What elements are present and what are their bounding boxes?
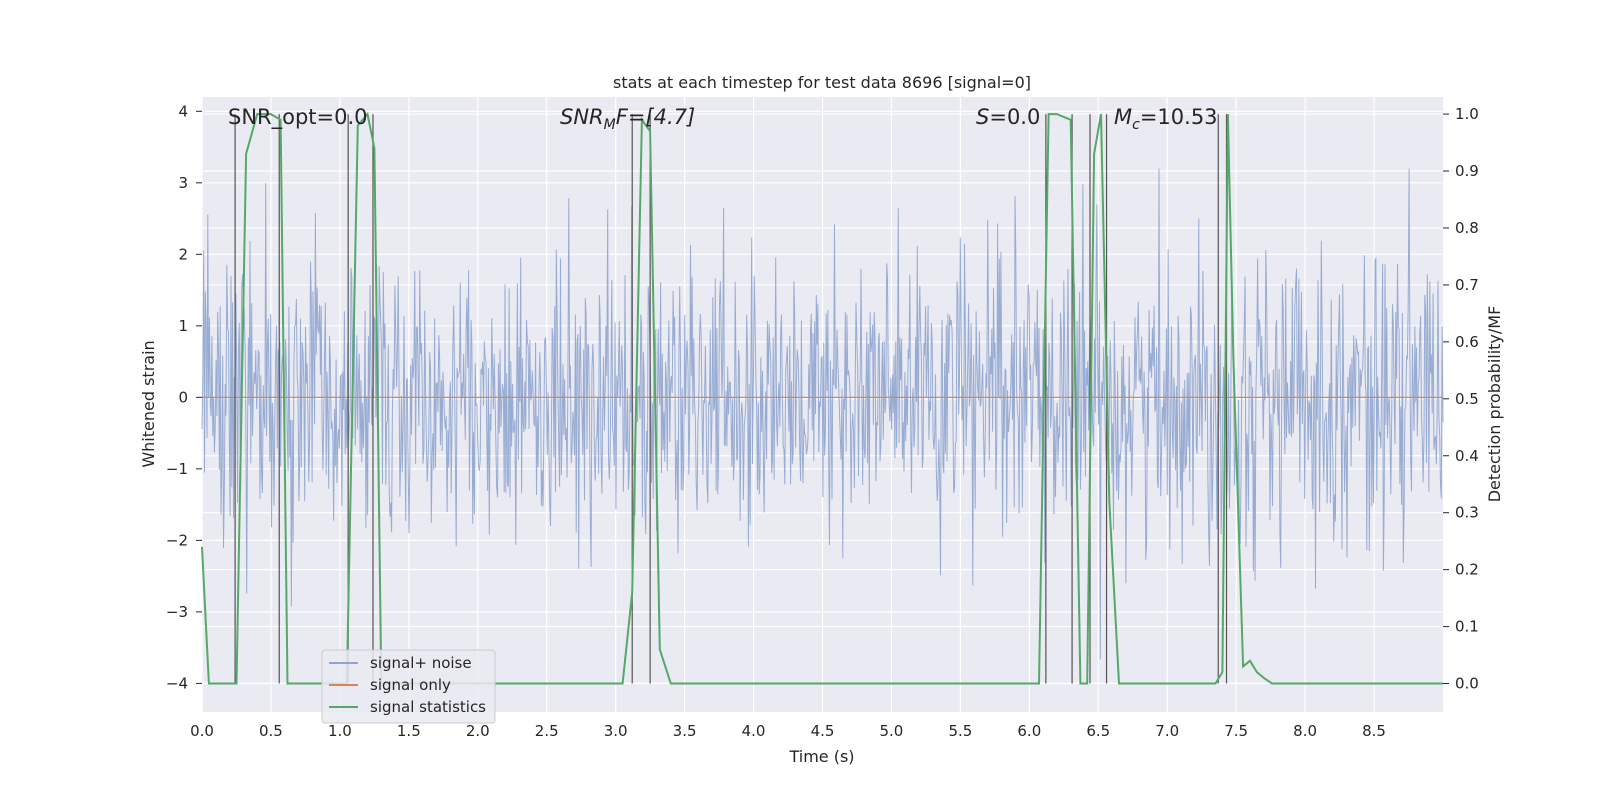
legend: signal+ noise signal only signal statist… xyxy=(321,649,496,724)
mc-main: M xyxy=(1114,105,1132,129)
x-tick-label: 8.5 xyxy=(1362,722,1386,740)
x-tick-label: 8.0 xyxy=(1293,722,1317,740)
x-tick-label: 1.0 xyxy=(328,722,352,740)
snr-mf-tail-text: F=[4.7] xyxy=(616,105,695,129)
legend-box xyxy=(321,649,496,724)
x-axis-label: Time (s) xyxy=(788,747,854,766)
x-tick-label: 4.5 xyxy=(811,722,835,740)
x-tick-label: 0.0 xyxy=(190,722,214,740)
s-main: S xyxy=(976,105,989,129)
y2-tick-label: 0.3 xyxy=(1455,504,1479,522)
snr-mf-sub: M xyxy=(604,117,616,133)
x-axis-ticks: 0.0 0.5 1.0 1.5 2.0 2.5 3.0 3.5 4.0 4.5 5.0 5.5 6.0 6… xyxy=(190,722,1386,740)
y-axis-label: Whitened strain xyxy=(139,340,158,467)
y2-tick-label: 0.5 xyxy=(1455,390,1479,408)
annotation-snr-opt: SNR_opt=0.0 xyxy=(228,105,368,130)
statistics-line xyxy=(201,111,1443,685)
y-axis-ticks: 4 3 2 1 0 −1 −2 −3 −4 xyxy=(166,102,202,692)
y2-axis-label: Detection probability/MF xyxy=(1485,306,1504,503)
x-tick-label: 5.0 xyxy=(880,722,904,740)
y-tick-label: 2 xyxy=(178,245,188,263)
y2-tick-label: 0.1 xyxy=(1455,618,1479,636)
legend-label-signal-plus-noise: signal+ noise xyxy=(370,654,472,672)
y2-tick-label: 0.8 xyxy=(1455,219,1479,237)
x-tick-label: 6.0 xyxy=(1017,722,1041,740)
y2-axis-ticks: 1.0 0.9 0.8 0.7 0.6 0.5 0.4 0.3 0.2 0.1 0.0 xyxy=(1443,105,1479,693)
y2-tick-label: 0.0 xyxy=(1455,675,1479,693)
y-tick-label: −4 xyxy=(166,674,188,692)
x-tick-label: 2.5 xyxy=(535,722,559,740)
y-tick-label: 0 xyxy=(178,388,188,406)
y2-tick-label: 0.9 xyxy=(1455,162,1479,180)
x-tick-label: 6.5 xyxy=(1086,722,1110,740)
x-tick-label: 2.0 xyxy=(466,722,490,740)
y2-tick-label: 1.0 xyxy=(1455,105,1479,123)
annotation-mc: Mc=10.53 xyxy=(1114,105,1218,133)
x-tick-label: 4.0 xyxy=(742,722,766,740)
annotation-s: S=0.0 xyxy=(976,105,1040,129)
y-tick-label: 1 xyxy=(178,317,188,335)
annotations: SNR_opt=0.0 SNRMF=[4.7] S=0.0 Mc=10.53 xyxy=(228,105,1218,133)
series-signal-statistics xyxy=(201,111,1443,685)
mc-sub: c xyxy=(1132,117,1140,133)
x-tick-label: 1.5 xyxy=(397,722,421,740)
x-tick-label: 5.5 xyxy=(948,722,972,740)
x-tick-label: 7.5 xyxy=(1224,722,1248,740)
y-tick-label: −3 xyxy=(166,603,188,621)
y2-tick-label: 0.7 xyxy=(1455,276,1479,294)
y-tick-label: −2 xyxy=(166,531,188,549)
x-tick-label: 3.0 xyxy=(604,722,628,740)
s-tail: =0.0 xyxy=(989,105,1040,129)
snr-mf-main: SNR xyxy=(560,105,604,129)
plot-area xyxy=(201,97,1444,712)
chart-title: stats at each timestep for test data 869… xyxy=(613,73,1031,92)
annotation-snr-mf: SNRMF=[4.7] xyxy=(560,105,695,133)
x-tick-label: 7.0 xyxy=(1155,722,1179,740)
y2-tick-label: 0.4 xyxy=(1455,447,1479,465)
x-tick-label: 3.5 xyxy=(673,722,697,740)
y-tick-label: 3 xyxy=(178,174,188,192)
y-tick-label: −1 xyxy=(166,460,188,478)
legend-label-signal-statistics: signal statistics xyxy=(370,698,486,716)
x-tick-label: 0.5 xyxy=(259,722,283,740)
legend-label-signal-only: signal only xyxy=(370,676,451,694)
snr-mf-tail: F=[4.7] xyxy=(616,105,695,129)
y2-tick-label: 0.2 xyxy=(1455,561,1479,579)
y2-tick-label: 0.6 xyxy=(1455,333,1479,351)
y-tick-label: 4 xyxy=(178,102,188,120)
mc-tail: =10.53 xyxy=(1140,105,1218,129)
